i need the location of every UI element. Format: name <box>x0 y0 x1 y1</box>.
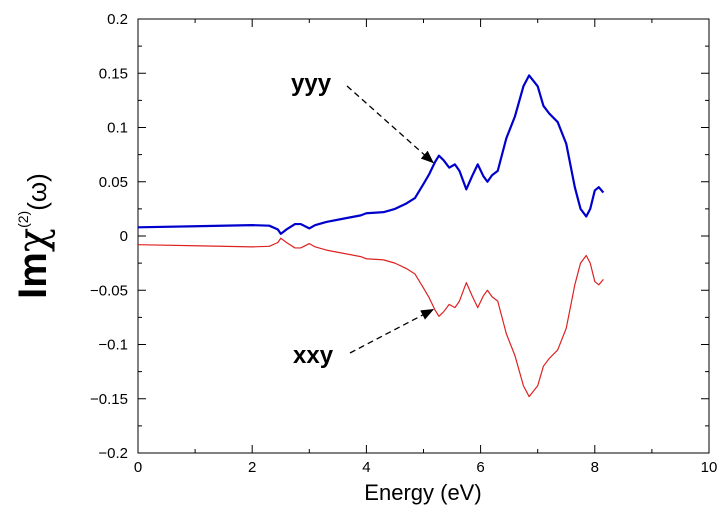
x-axis-title: Energy (eV) <box>364 480 481 505</box>
y-tick-label: 0.2 <box>107 11 128 28</box>
x-tick-label: 4 <box>362 459 370 476</box>
y-axis-title-chi: χ <box>10 228 56 252</box>
x-tick-label: 6 <box>476 459 484 476</box>
y-tick-label: −0.15 <box>90 391 128 408</box>
y-tick-label: −0.1 <box>98 337 128 354</box>
annotation-layer: yyy xxy <box>291 70 435 369</box>
series-layer <box>137 74 605 398</box>
y-tick-label: −0.05 <box>90 282 128 299</box>
x-tick-label: 8 <box>591 459 599 476</box>
x-axis: 0 2 4 6 8 10 <box>134 19 718 476</box>
y-axis: −0.2 −0.15 −0.1 −0.05 0 0.05 0.1 0.15 0.2 <box>90 11 709 462</box>
y-tick-label: 0.05 <box>99 174 128 191</box>
annotation-arrow-yyy <box>346 85 434 164</box>
series-line-xxy <box>137 237 604 398</box>
y-tick-label: −0.2 <box>98 445 128 462</box>
y-axis-title-sup: (2) <box>15 211 31 228</box>
annotation-label-xxy: xxy <box>293 342 334 369</box>
plot-frame <box>137 18 710 454</box>
y-axis-title-arg: (ω) <box>22 173 52 211</box>
x-tick-label: 0 <box>134 459 142 476</box>
y-tick-label: 0.1 <box>107 120 128 137</box>
annotation-label-yyy: yyy <box>291 70 332 97</box>
x-tick-label: 10 <box>701 459 718 476</box>
y-tick-label: 0 <box>120 228 128 245</box>
y-tick-label: 0.15 <box>99 65 128 82</box>
series-line-yyy <box>137 74 605 235</box>
y-axis-title-main: Im <box>11 252 55 299</box>
annotation-arrow-xxy <box>349 309 435 354</box>
y-axis-title: Imχ(2)(ω) <box>10 173 56 299</box>
x-tick-label: 2 <box>248 459 256 476</box>
